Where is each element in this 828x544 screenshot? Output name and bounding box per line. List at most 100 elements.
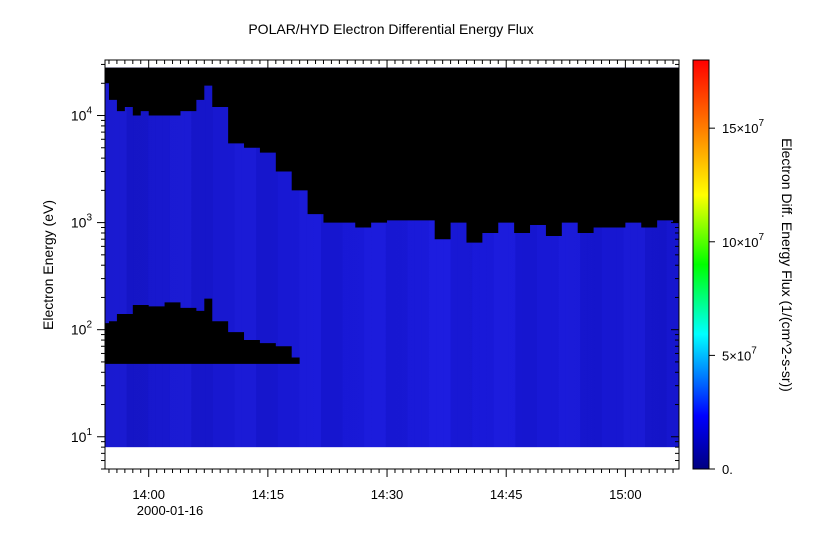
flux-stripe (306, 67, 314, 448)
flux-stripe (191, 67, 199, 448)
flux-stripe (213, 67, 221, 448)
y-tick-label: 102 (71, 320, 93, 338)
flux-stripe (270, 67, 278, 448)
flux-stripe (162, 67, 170, 448)
flux-stripe (321, 67, 329, 448)
colorbar-tick-label: 0. (722, 462, 733, 477)
upper-no-data-region (105, 67, 679, 243)
flux-stripe (378, 67, 386, 448)
flux-stripe (537, 67, 545, 448)
flux-stripe (616, 67, 624, 448)
plot-frame (104, 59, 680, 470)
time-variation-stripes (105, 67, 679, 448)
colorbar-axis: 0. 5×107 10×107 15×107 (709, 118, 765, 477)
flux-stripe (342, 67, 350, 448)
flux-stripe (630, 67, 638, 448)
flux-stripe (479, 67, 487, 448)
flux-stripe (414, 67, 422, 448)
colorbar-tick-label: 10×107 (722, 232, 765, 250)
flux-stripe (421, 67, 429, 448)
flux-stripe (501, 67, 509, 448)
colorbar-tick-label: 15×107 (722, 118, 765, 136)
flux-stripe (299, 67, 307, 448)
flux-stripe (544, 67, 552, 448)
flux-stripe (609, 67, 617, 448)
flux-stripe (155, 67, 163, 448)
flux-stripe (148, 67, 156, 448)
y-tick-label: 101 (71, 427, 93, 445)
y-tick-label: 104 (71, 106, 93, 124)
flux-stripe (133, 67, 141, 448)
flux-stripe (529, 67, 537, 448)
flux-stripe (169, 67, 177, 448)
y-tick-label: 103 (71, 213, 93, 231)
flux-stripe (450, 67, 458, 448)
x-date-label: 2000-01-16 (137, 503, 204, 518)
x-tick-label: 14:00 (132, 487, 165, 502)
flux-stripe (400, 67, 408, 448)
flux-stripe (436, 67, 444, 448)
flux-stripe (443, 67, 451, 448)
flux-stripe (623, 67, 631, 448)
flux-stripe (105, 67, 113, 448)
flux-stripe (652, 67, 660, 448)
flux-stripe (645, 67, 653, 448)
flux-stripe (407, 67, 415, 448)
flux-stripe (234, 67, 242, 448)
flux-stripe (277, 67, 285, 448)
flux-stripe (220, 67, 228, 448)
flux-stripe (393, 67, 401, 448)
flux-stripe (371, 67, 379, 448)
colorbar (692, 59, 710, 470)
flux-stripe (364, 67, 372, 448)
x-tick-label: 14:15 (252, 487, 285, 502)
flux-stripe (349, 67, 357, 448)
flux-stripe (249, 67, 257, 448)
flux-stripe (472, 67, 480, 448)
flux-stripe (263, 67, 271, 448)
flux-stripe (673, 67, 679, 448)
flux-stripe (227, 67, 235, 448)
flux-stripe (119, 67, 127, 448)
flux-stripe (328, 67, 336, 448)
flux-stripe (177, 67, 185, 448)
colorbar-tick-label: 5×107 (722, 345, 757, 363)
flux-stripe (551, 67, 559, 448)
flux-stripe (565, 67, 573, 448)
flux-stripe (357, 67, 365, 448)
flux-stripe (256, 67, 264, 448)
flux-stripe (465, 67, 473, 448)
flux-stripe (508, 67, 516, 448)
flux-stripe (637, 67, 645, 448)
x-tick-label: 14:30 (371, 487, 404, 502)
flux-stripe (601, 67, 609, 448)
flux-stripe (112, 67, 120, 448)
x-tick-label: 15:00 (609, 487, 642, 502)
x-axis: 14:00 14:15 14:30 14:45 15:00 (108, 60, 674, 502)
plot-area (105, 60, 679, 469)
flux-stripe (313, 67, 321, 448)
colorbar-label: Electron Diff. Energy Flux (1/(cm^2-s-sr… (779, 138, 795, 392)
flux-stripe (126, 67, 134, 448)
chart-title: POLAR/HYD Electron Differential Energy F… (248, 21, 533, 37)
flux-stripe (522, 67, 530, 448)
flux-stripe (587, 67, 595, 448)
flux-stripe (385, 67, 393, 448)
y-axis-label: Electron Energy (eV) (40, 200, 56, 330)
flux-stripe (292, 67, 300, 448)
flux-stripe (241, 67, 249, 448)
flux-stripe (198, 67, 206, 448)
flux-stripe (594, 67, 602, 448)
flux-stripe (335, 67, 343, 448)
flux-stripe (558, 67, 566, 448)
flux-stripe (141, 67, 149, 448)
flux-stripe (486, 67, 494, 448)
flux-stripe (580, 67, 588, 448)
flux-stripe (285, 67, 293, 448)
flux-stripe (205, 67, 213, 448)
flux-stripe (659, 67, 667, 448)
low-energy-gap-region (105, 298, 300, 364)
flux-stripe (573, 67, 581, 448)
flux-stripe (515, 67, 523, 448)
